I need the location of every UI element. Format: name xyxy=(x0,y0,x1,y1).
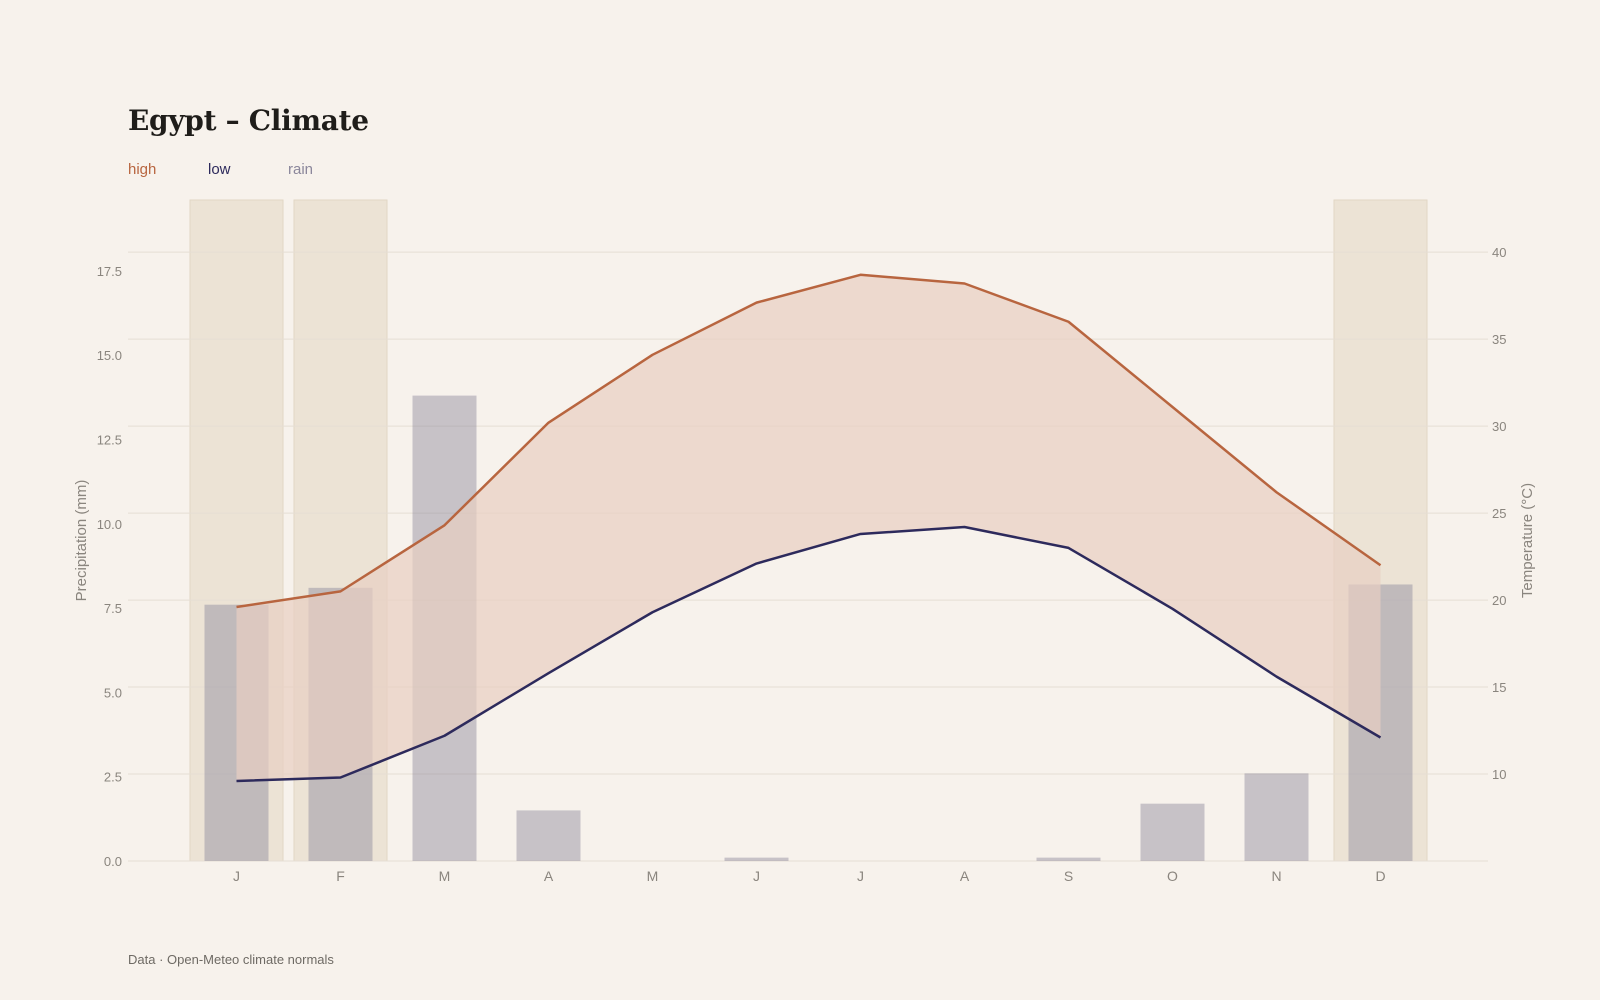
legend-high: high xyxy=(128,161,157,178)
y-left-tick-label: 15.0 xyxy=(97,348,122,363)
series-line-high xyxy=(236,273,1382,609)
x-tick-label: M xyxy=(647,868,659,884)
y-left-tick-label: 7.5 xyxy=(104,601,122,616)
x-tick-label: A xyxy=(544,868,554,884)
x-tick-label: O xyxy=(1167,868,1178,884)
x-tick-label: D xyxy=(1375,868,1385,884)
source-note: Data · Open-Meteo climate normals xyxy=(128,952,334,967)
legend-rain: rain xyxy=(288,161,314,178)
y-left-tick-label: 0.0 xyxy=(104,854,122,869)
y-left-tick-label: 10.0 xyxy=(97,517,122,532)
y-left-tick-label: 12.5 xyxy=(97,432,122,447)
y-right-tick-label: 10 xyxy=(1492,767,1506,782)
chart-title: Egypt – Climate xyxy=(128,104,369,137)
y-left-tick-label: 5.0 xyxy=(104,685,122,700)
x-tick-label: A xyxy=(960,868,970,884)
x-tick-label: M xyxy=(439,868,451,884)
y-right-tick-label: 35 xyxy=(1492,332,1506,347)
x-tick-label: J xyxy=(857,868,864,884)
x-tick-label: F xyxy=(336,868,345,884)
temperature-range-band xyxy=(236,274,1381,781)
rain-bar xyxy=(724,857,789,861)
series-line-low xyxy=(236,525,1382,783)
y-right-tick-label: 15 xyxy=(1492,680,1506,695)
x-tick-label: S xyxy=(1064,868,1073,884)
x-tick-label: J xyxy=(233,868,240,884)
y-right-tick-label: 25 xyxy=(1492,506,1506,521)
legend-low: low xyxy=(208,161,231,178)
y-left-tick-label: 17.5 xyxy=(97,264,122,279)
highlight-band-11 xyxy=(1333,199,1428,862)
y-right-tick-label: 30 xyxy=(1492,419,1506,434)
y-left-axis-label: Precipitation (mm) xyxy=(73,480,90,602)
x-tick-label: N xyxy=(1271,868,1281,884)
y-right-tick-label: 20 xyxy=(1492,593,1506,608)
y-left-tick-label: 2.5 xyxy=(104,770,122,785)
rain-bar xyxy=(516,810,581,861)
x-tick-label: J xyxy=(753,868,760,884)
rain-bar xyxy=(1244,773,1309,861)
y-right-axis-label: Temperature (°C) xyxy=(1519,483,1536,598)
rain-bar xyxy=(1140,803,1205,861)
legend: high low rain xyxy=(128,161,368,178)
rain-bar xyxy=(1036,857,1101,861)
y-right-tick-label: 40 xyxy=(1492,245,1506,260)
